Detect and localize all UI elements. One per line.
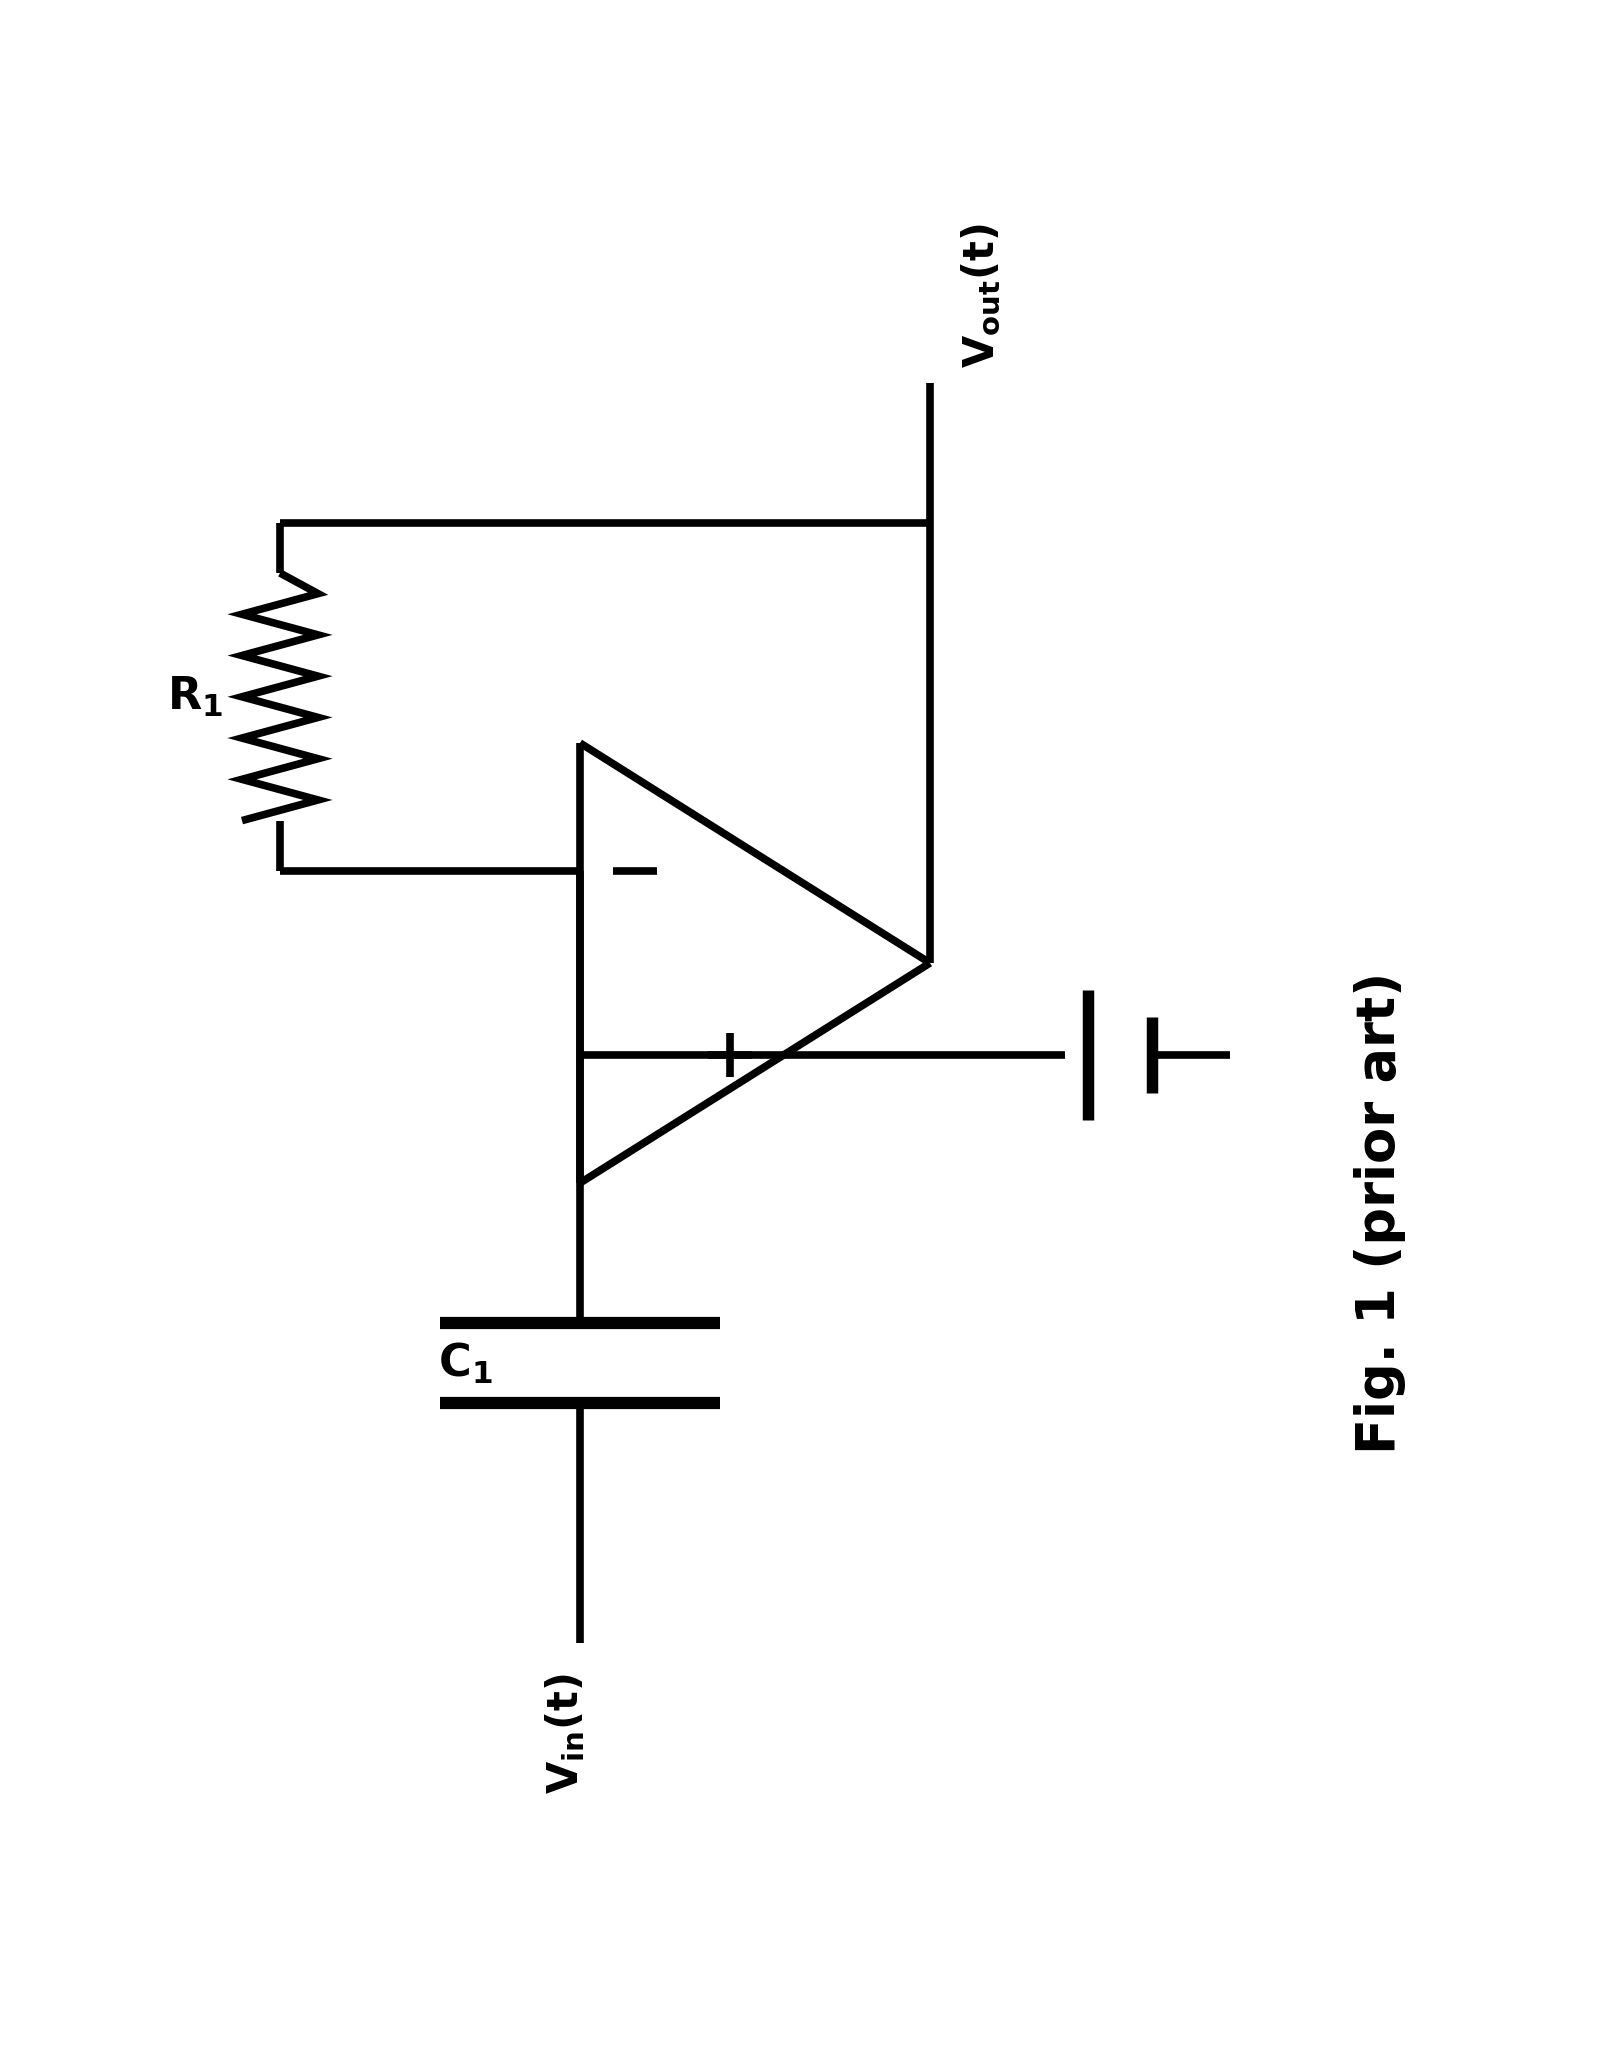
Text: $\mathbf{C_1}$: $\mathbf{C_1}$ bbox=[437, 1341, 492, 1386]
Text: $\mathbf{V_{in}(t)}$: $\mathbf{V_{in}(t)}$ bbox=[543, 1673, 586, 1795]
Text: Fig. 1 (prior art): Fig. 1 (prior art) bbox=[1354, 972, 1406, 1454]
Text: $\mathbf{V_{out}(t)}$: $\mathbf{V_{out}(t)}$ bbox=[961, 223, 1003, 367]
Text: $\mathbf{R_1}$: $\mathbf{R_1}$ bbox=[167, 675, 224, 718]
